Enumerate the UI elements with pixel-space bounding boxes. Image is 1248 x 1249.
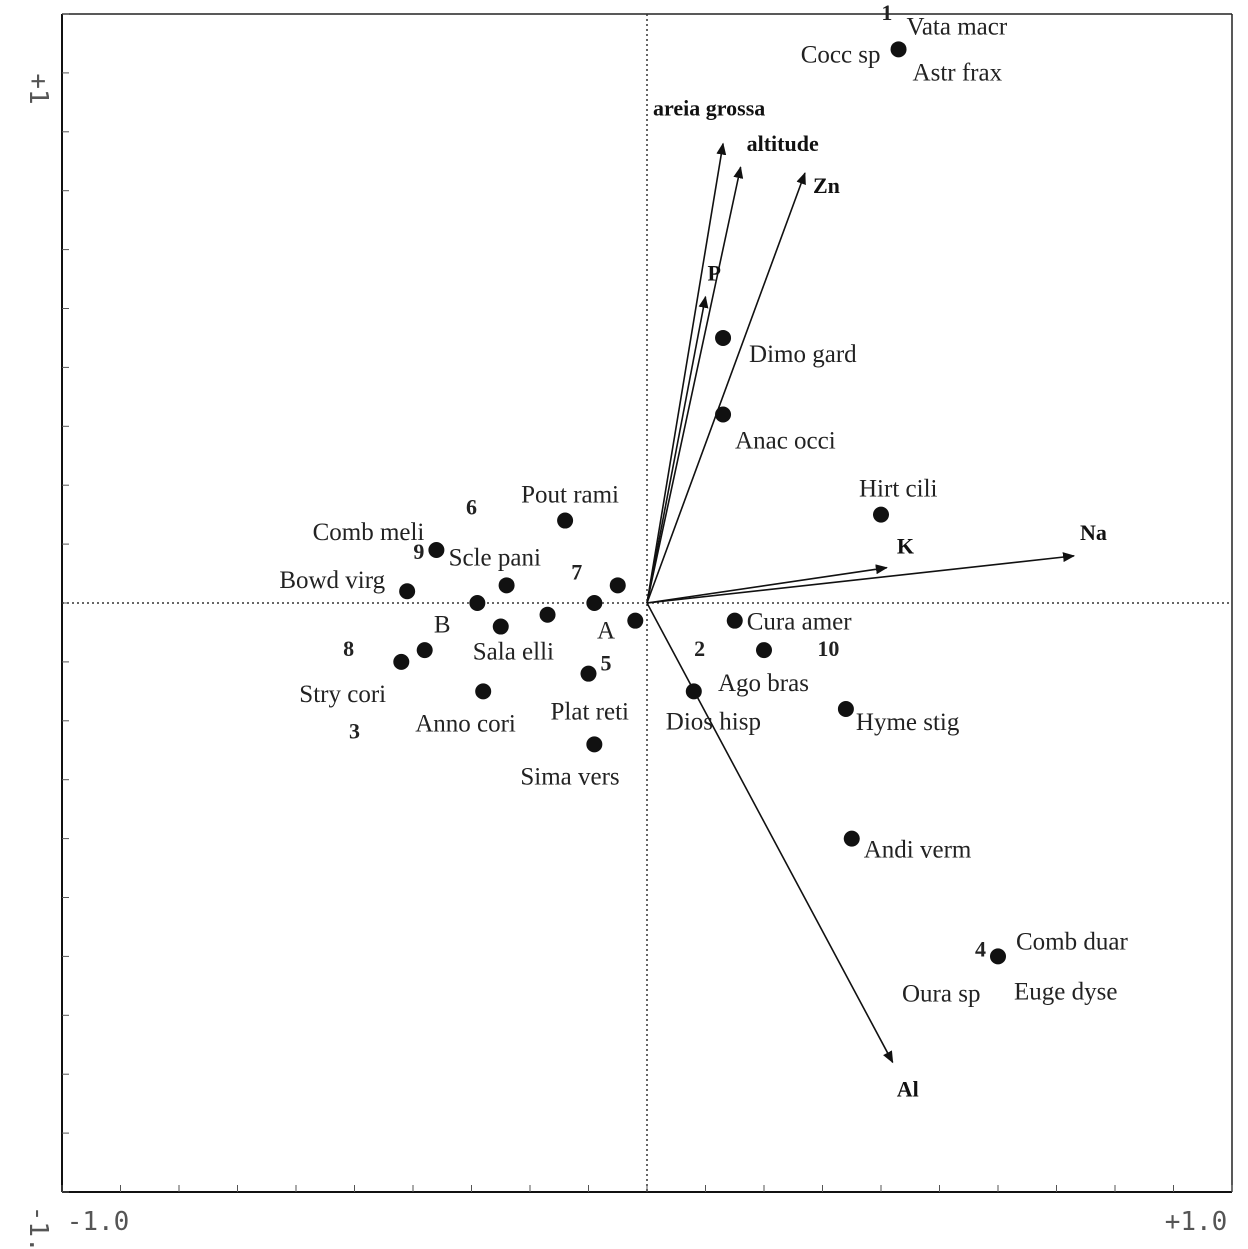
species-label-andi-verm: Andi verm [864, 837, 972, 864]
species-label-cura-amer: Cura amer [747, 609, 852, 636]
x-tick-label-max: +1.0 [1165, 1207, 1228, 1237]
vector-label-areia-grossa: areia grossa [653, 96, 765, 121]
species-point-hyme-stig [837, 701, 854, 718]
species-point-pout-rami [557, 512, 574, 529]
species-label-sala-elli: Sala elli [473, 639, 554, 666]
species-label-stry-cori: Stry cori [299, 681, 386, 708]
species-label-comb-duar: Comb duar [1016, 928, 1128, 955]
vector-areia-grossa [646, 142, 727, 604]
site-label-3: 3 [349, 718, 360, 743]
species-label-cocc-sp: Cocc sp [801, 41, 881, 68]
site-label-5: 5 [601, 651, 612, 676]
species-label-ago-bras: Ago bras [718, 670, 809, 697]
vector-label-na: Na [1080, 520, 1107, 545]
species-label-hirt-cili: Hirt cili [859, 476, 938, 503]
vector-label-altitude: altitude [747, 131, 819, 156]
vector-label-al: Al [897, 1076, 919, 1101]
site-label-9: 9 [413, 539, 424, 564]
vector-p [646, 295, 709, 604]
vector-altitude [646, 166, 744, 604]
sample-point [539, 606, 556, 623]
y-tick-label-min: -1.0 [23, 1206, 53, 1249]
species-label-dimo-gard: Dimo gard [749, 341, 857, 368]
site-label-8: 8 [343, 636, 354, 661]
species-label-vata-macr: Vata macr [907, 13, 1008, 40]
species-point-hirt-cili [873, 506, 889, 523]
species-point-dios-hisp [685, 683, 702, 700]
species-point-scle-pani [498, 577, 515, 594]
species-label-euge-dyse: Euge dyse [1014, 978, 1117, 1005]
vector-label-zn: Zn [813, 173, 840, 198]
axis-ticks [61, 13, 1233, 1193]
species-point-anac-occi [715, 406, 732, 423]
site-label-7: 7 [571, 559, 582, 584]
species-point-anno-cori [475, 683, 492, 700]
species-point-comb-duar [990, 948, 1006, 965]
group-label-b: B [434, 611, 451, 638]
species-point-stry-cori [393, 653, 410, 670]
group-label-a: A [597, 617, 615, 644]
species-point-sala-elli [492, 618, 509, 635]
sample-point [416, 642, 433, 659]
sample-point [469, 595, 486, 611]
vector-na [646, 552, 1076, 604]
species-label-hyme-stig: Hyme stig [856, 709, 960, 736]
species-point-dimo-gard [715, 329, 732, 346]
species-label-anac-occi: Anac occi [735, 428, 836, 455]
sample-point [609, 577, 626, 594]
species-label-anno-cori: Anno cori [415, 710, 516, 737]
site-label-2: 2 [694, 636, 705, 661]
site-label-6: 6 [466, 495, 477, 520]
species-label-bowd-virg: Bowd virg [279, 567, 385, 594]
vector-zn [646, 172, 806, 604]
species-point-sima-vers [586, 736, 603, 753]
y-tick-label-max: +1 [23, 73, 53, 104]
species-label-oura-sp: Oura sp [902, 980, 980, 1007]
species-label-pout-rami: Pout rami [521, 482, 619, 509]
vector-label-k: K [897, 534, 914, 559]
species-label-comb-meli: Comb meli [313, 519, 425, 546]
vector-al [646, 602, 894, 1064]
vector-label-p: P [708, 261, 721, 286]
species-label-sima-vers: Sima vers [520, 763, 619, 790]
site-label-1: 1 [881, 0, 892, 25]
sample-point [586, 595, 603, 611]
environment-vectors [646, 142, 1076, 1064]
species-point-comb-meli [428, 541, 445, 558]
species-point-vata-macr [890, 41, 907, 58]
species-point-ago-bras [756, 642, 772, 659]
species-point-plat-reti [580, 665, 597, 682]
species-point-bowd-virg [399, 583, 416, 600]
species-label-scle-pani: Scle pani [449, 544, 541, 571]
species-label-dios-hisp: Dios hisp [666, 708, 761, 735]
vector-k [646, 564, 888, 604]
site-label-4: 4 [975, 936, 986, 961]
x-tick-label-min: -1.0 [67, 1207, 130, 1237]
site-label-10: 10 [817, 636, 839, 661]
species-point-andi-verm [843, 830, 860, 847]
sample-point [627, 612, 644, 629]
species-point-cura-amer [726, 612, 743, 629]
species-label-plat-reti: Plat reti [551, 699, 630, 726]
chart-labels: -1.0 +1.0 -1.0 +1 areia grossa altitude Zn P K Na… [23, 0, 1227, 1249]
species-label-astr-frax: Astr frax [913, 59, 1003, 86]
species-points [393, 41, 1006, 965]
